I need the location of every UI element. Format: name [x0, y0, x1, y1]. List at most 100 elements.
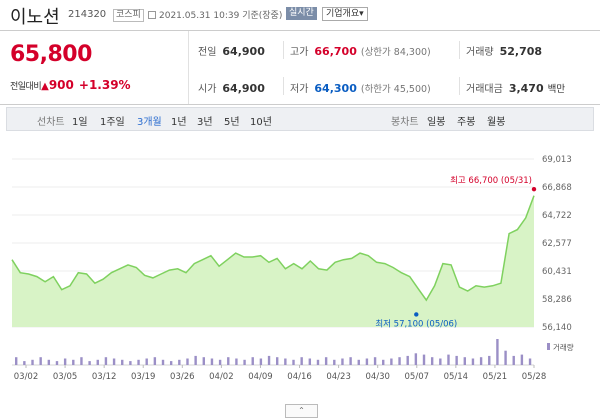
amount-label: 거래대금: [466, 84, 503, 95]
volume-bar: [488, 355, 491, 365]
price-change: 전일대비▲900 +1.39%: [10, 78, 131, 92]
volume-bar: [161, 359, 165, 365]
tab-weekly[interactable]: 주봉: [457, 117, 476, 128]
volume-bar: [210, 358, 214, 365]
volume-legend-swatch: [547, 343, 550, 350]
volume-bar: [47, 359, 51, 365]
day-low: 저가 64,300 (하한가 45,500): [290, 80, 431, 95]
x-axis: 03/02 03/05 03/12 03/19 03/26 04/02 04/09 04/16…: [14, 365, 547, 382]
price-summary: 65,800 전일대비▲900 +1.39% 전일 64,900 고가 66,700(…: [0, 30, 600, 105]
upper-limit: (상한가 84,300): [360, 47, 431, 58]
volume-bar: [55, 361, 59, 365]
x-tick-label: 03/19: [131, 372, 156, 382]
collapse-button[interactable]: ⌃: [285, 404, 318, 418]
volume-bar: [479, 357, 483, 365]
x-tick-label: 03/26: [170, 372, 195, 382]
realtime-button[interactable]: 실시간: [286, 7, 317, 20]
volume-bar: [153, 357, 157, 365]
volume-bar: [333, 359, 336, 365]
volume-bar: [63, 358, 67, 365]
volume-bar: [422, 354, 426, 365]
price-line: [11, 195, 535, 302]
timestamp-text: 2021.05.31 10:39 기준(장중): [159, 11, 283, 21]
tab-1w[interactable]: 1주일: [100, 117, 125, 128]
volume-bar: [31, 359, 34, 365]
volume-bar: [121, 359, 124, 365]
volume-bar: [80, 357, 83, 365]
volume-bar: [169, 361, 173, 365]
volume-bar: [88, 361, 91, 365]
chevron-up-icon: ⌃: [298, 406, 305, 415]
company-info-dropdown[interactable]: 기업개요▾: [322, 7, 368, 21]
tab-3m[interactable]: 3개월: [137, 117, 162, 128]
tab-1d[interactable]: 1일: [72, 117, 88, 128]
divider: [459, 41, 460, 59]
y-tick-label: 58,286: [542, 295, 572, 305]
volume-bar: [471, 358, 475, 365]
stock-code: 214320: [68, 9, 107, 20]
prev-close: 전일 64,900: [198, 43, 265, 58]
volume-bar: [512, 355, 515, 365]
volume-bar: [365, 358, 369, 365]
change-label: 전일대비: [10, 82, 42, 92]
y-tick-label: 62,577: [542, 239, 572, 249]
volume-bar: [227, 357, 230, 365]
volume-bar: [104, 357, 108, 365]
volume-legend-label: 거래량: [553, 343, 574, 352]
volume-bar: [308, 358, 312, 365]
tab-3y[interactable]: 3년: [197, 117, 213, 128]
high-marker: [531, 186, 537, 192]
x-tick-label: 05/14: [444, 372, 469, 382]
divider: [283, 41, 284, 59]
volume-bar: [218, 359, 222, 365]
y-axis: 69,013 66,868 64,722 62,577 60,431 58,286 56,1…: [542, 155, 572, 333]
stock-header: 이노션 214320 코스피 2021.05.31 10:39 기준(장중) 실…: [0, 0, 600, 30]
tab-daily[interactable]: 일봉: [427, 117, 446, 128]
x-tick-label: 03/12: [92, 372, 117, 382]
volume-bar: [202, 357, 205, 365]
tab-line-chart[interactable]: 선차트: [37, 117, 65, 128]
x-tick-label: 04/16: [287, 372, 312, 382]
volume-bar: [430, 357, 434, 365]
x-tick-label: 04/30: [365, 372, 390, 382]
volume-bar: [96, 359, 99, 365]
y-tick-label: 64,722: [542, 211, 572, 221]
tab-5y[interactable]: 5년: [224, 117, 240, 128]
volume-bar: [316, 359, 320, 365]
volume-bar: [129, 361, 132, 365]
volume-bar: [496, 339, 499, 365]
volume-bar: [463, 357, 466, 365]
day-high-value: 66,700: [314, 45, 357, 58]
stock-name: 이노션: [10, 7, 60, 28]
price-chart: 69,013 66,868 64,722 62,577 60,431 58,286 56,1…: [11, 155, 574, 382]
volume-bar: [414, 353, 418, 365]
volume-bar: [349, 357, 352, 365]
tab-candle-chart[interactable]: 봉차트: [391, 117, 419, 128]
low-annotation: 최저 57,100 (05/06): [375, 318, 457, 329]
volume-bar: [276, 357, 279, 365]
chevron-down-icon: ▾: [359, 9, 364, 19]
x-tick-label: 05/07: [405, 372, 430, 382]
low-marker: [414, 312, 419, 317]
open-label: 시가: [198, 84, 217, 95]
volume: 거래량 52,708: [466, 43, 542, 58]
day-low-label: 저가: [290, 84, 309, 95]
tab-10y[interactable]: 10년: [250, 117, 272, 128]
change-amount: 900: [48, 78, 74, 92]
volume-bar: [292, 359, 295, 365]
x-tick-label: 05/28: [522, 372, 547, 382]
x-tick-label: 05/21: [483, 372, 508, 382]
tab-1y[interactable]: 1년: [171, 117, 187, 128]
volume-bar: [300, 357, 303, 365]
volume-bar: [259, 358, 263, 365]
x-tick-label: 03/02: [14, 372, 39, 382]
volume-bar: [373, 357, 377, 365]
volume-bar: [186, 358, 189, 365]
calendar-icon: [148, 11, 156, 19]
volume-bar: [72, 359, 75, 365]
current-price-box: 65,800 전일대비▲900 +1.39%: [0, 31, 189, 104]
volume-bar: [23, 361, 26, 365]
amount-value: 3,470: [508, 82, 544, 95]
y-tick-label: 66,868: [542, 183, 572, 193]
tab-monthly[interactable]: 월봉: [487, 117, 506, 128]
